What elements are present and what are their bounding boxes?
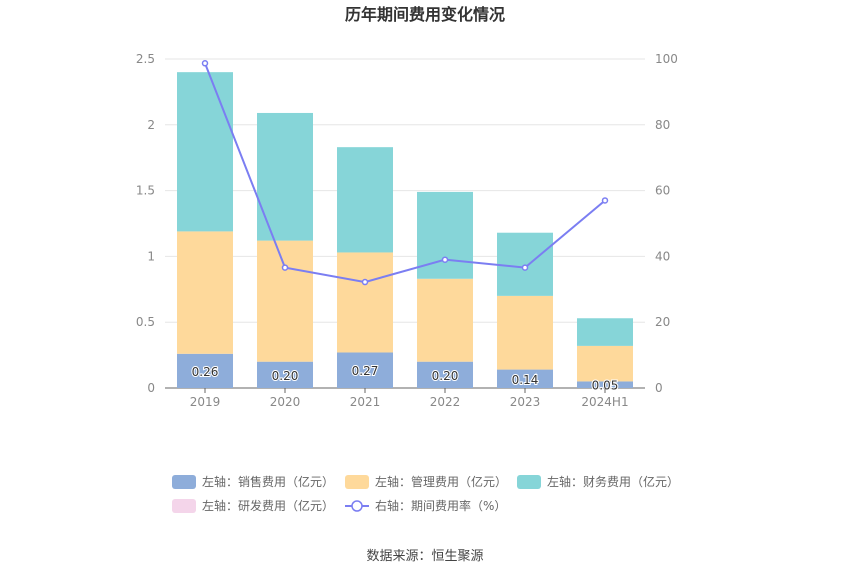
rate-series-line — [204, 62, 606, 284]
x-tick-label: 2023 — [510, 395, 541, 409]
left-tick-label: 1.5 — [136, 184, 155, 198]
x-tick-label: 2021 — [350, 395, 381, 409]
bar-segment — [177, 231, 233, 354]
x-tick-label: 2024H1 — [581, 395, 628, 409]
bar-data-label: 0.20 — [272, 369, 299, 383]
bar-data-label: 0.14 — [512, 373, 539, 387]
x-tick-label: 2019 — [190, 395, 221, 409]
right-tick-label: 60 — [655, 184, 670, 198]
legend: 左轴：销售费用（亿元） 左轴：管理费用（亿元） 左轴：财务费用（亿元） 左轴：研发费用… — [172, 474, 679, 513]
rate-point — [201, 60, 209, 67]
bar-segment — [177, 353, 233, 388]
chart-title: 历年期间费用变化情况 — [345, 5, 505, 24]
bar-data-label: 0.05 — [592, 379, 619, 393]
right-tick-label: 40 — [655, 249, 670, 263]
legend-swatch — [172, 499, 196, 513]
bar-segment — [417, 278, 473, 362]
left-tick-label: 1 — [147, 249, 155, 263]
legend-label: 右轴：期间费用率（%） — [375, 498, 506, 513]
bar-data-label: 0.20 — [432, 369, 459, 383]
data-labels: 0.26 0.20 0.27 0.20 0.14 0.05 — [191, 363, 620, 393]
bar-segment — [577, 345, 633, 382]
rate-point — [441, 256, 449, 263]
right-tick-label: 80 — [655, 118, 670, 132]
bar-segment — [337, 252, 393, 353]
rate-line — [201, 60, 609, 286]
rate-point — [521, 264, 529, 271]
legend-swatch — [517, 475, 541, 489]
legend-label: 左轴：管理费用（亿元） — [375, 474, 507, 489]
x-tick-label: 2020 — [270, 395, 301, 409]
rate-point — [601, 197, 609, 204]
bar-segment — [417, 361, 473, 388]
legend-point-swatch — [351, 500, 363, 512]
right-axis-ticks: 0 20 40 60 80 100 — [655, 52, 678, 395]
bar-segment — [337, 147, 393, 253]
rate-point — [361, 278, 369, 286]
x-tick-label: 2022 — [430, 395, 461, 409]
bar-segment — [577, 381, 633, 388]
bar-segment — [257, 240, 313, 362]
bar-segment — [337, 352, 393, 388]
right-tick-label: 20 — [655, 315, 670, 329]
legend-label: 左轴：财务费用（亿元） — [547, 474, 679, 489]
source-note: 数据来源：恒生聚源 — [366, 549, 483, 564]
bar-segment — [177, 72, 233, 232]
bar-segment — [497, 369, 553, 388]
left-axis-ticks: 0 0.5 1 1.5 2 2.5 — [136, 52, 155, 395]
bar-segment — [257, 112, 313, 241]
left-tick-label: 0.5 — [136, 315, 155, 329]
left-tick-label: 0 — [147, 381, 155, 395]
bar-segment — [577, 318, 633, 346]
left-tick-label: 2.5 — [136, 52, 155, 66]
bar-segment — [257, 361, 313, 388]
right-tick-label: 0 — [655, 381, 663, 395]
legend-label: 左轴：研发费用（亿元） — [202, 498, 334, 513]
bar-segment — [497, 232, 553, 296]
bar-segment — [497, 295, 553, 370]
rate-point — [281, 264, 289, 271]
legend-label: 左轴：销售费用（亿元） — [202, 474, 334, 489]
x-axis-ticks: 2019 2020 2021 2022 2023 2024H1 — [190, 388, 629, 409]
grid-lines — [165, 58, 645, 389]
legend-swatch — [172, 475, 196, 489]
bar-data-label: 0.26 — [192, 365, 219, 379]
bars — [177, 72, 633, 388]
left-tick-label: 2 — [147, 118, 155, 132]
right-tick-label: 100 — [655, 52, 678, 66]
bar-data-label: 0.27 — [352, 364, 379, 378]
legend-swatch — [345, 475, 369, 489]
